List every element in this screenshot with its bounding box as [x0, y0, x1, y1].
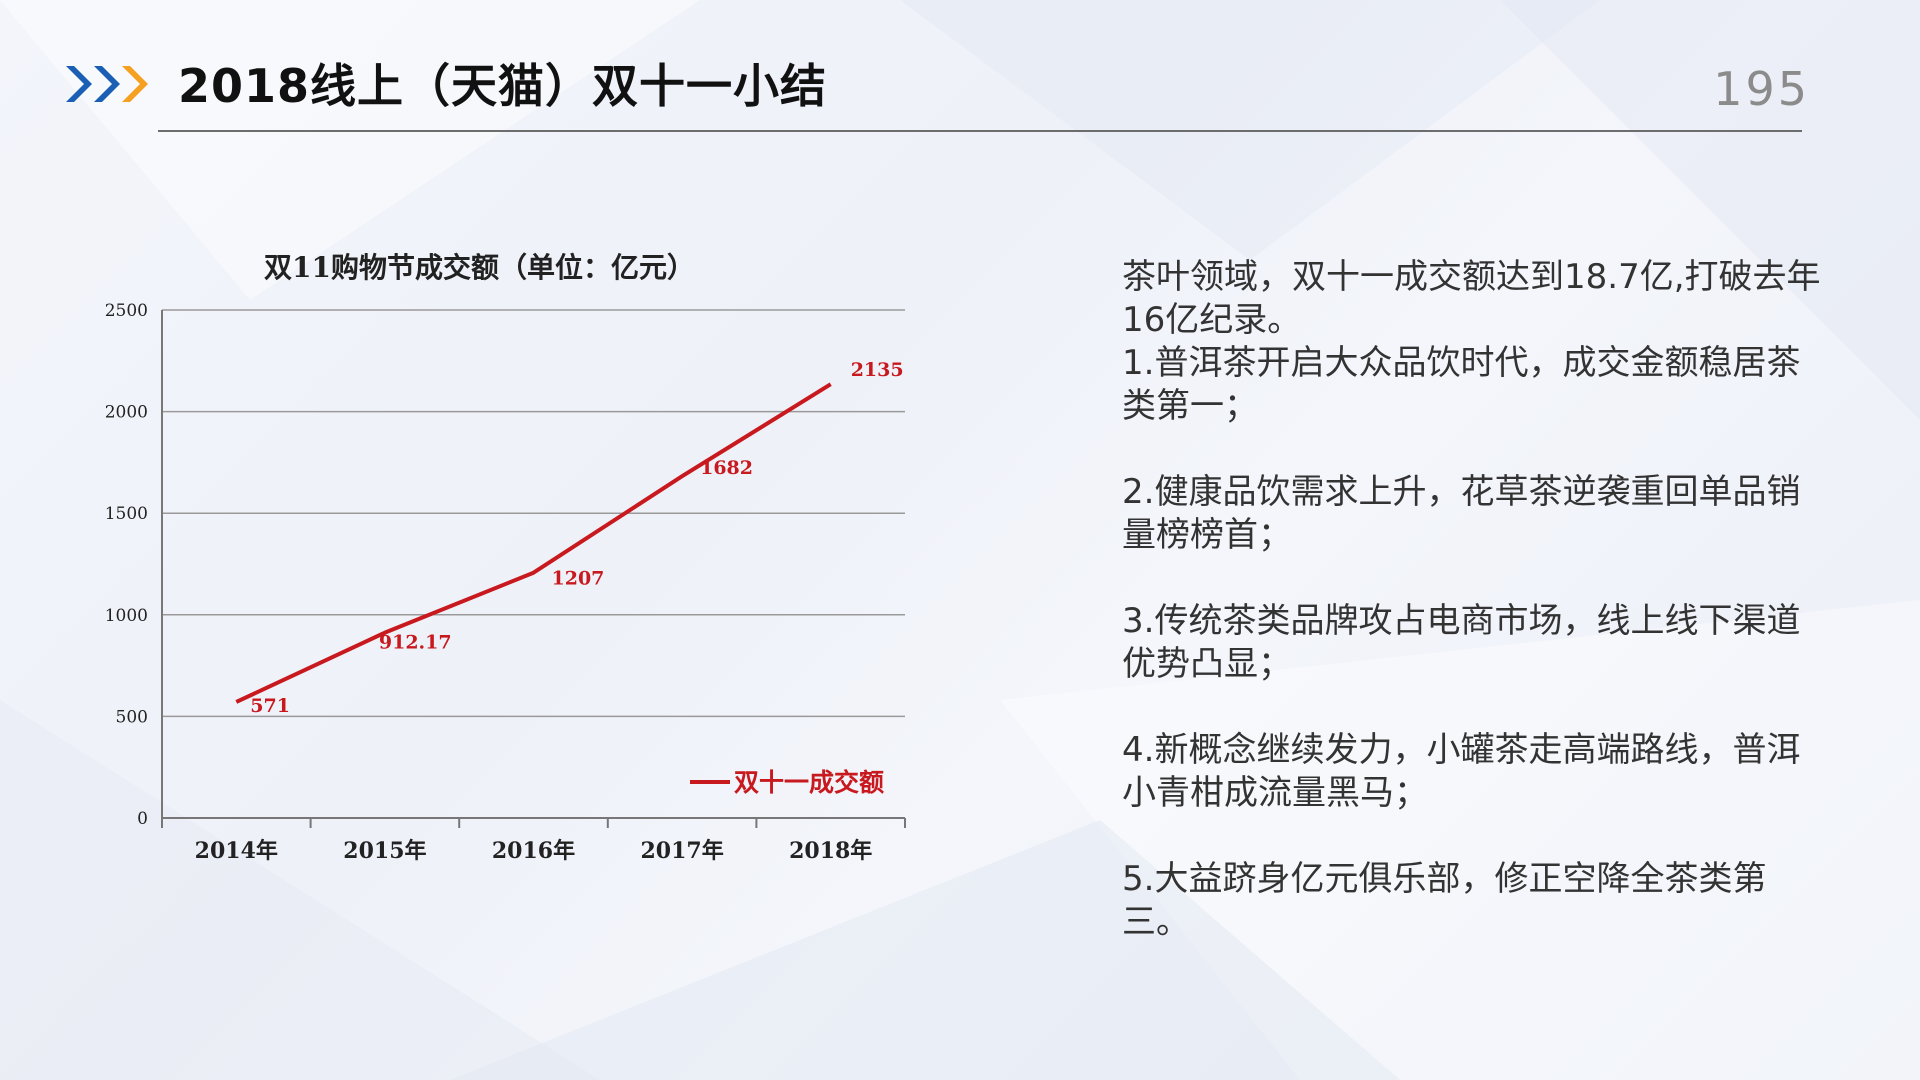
x-tick-label: 2016年 — [492, 838, 575, 864]
y-tick-label: 2500 — [105, 301, 148, 321]
page-title: 2018线上（天猫）双十一小结 — [178, 59, 828, 113]
chart-title: 双11购物节成交额（单位：亿元） — [264, 251, 695, 284]
summary-notes: 茶叶领域，双十一成交额达到18.7亿,打破去年16亿纪录。 1.普洱茶开启大众品… — [1122, 256, 1822, 944]
x-tick-label: 2014年 — [195, 838, 278, 864]
notes-item-3: 3.传统茶类品牌攻占电商市场，线上线下渠道优势凸显； — [1122, 601, 1801, 684]
chevron-arrows-icon — [66, 66, 148, 102]
y-tick-label: 0 — [137, 809, 148, 829]
y-tick-label: 500 — [116, 707, 148, 727]
header-divider — [158, 130, 1802, 132]
notes-item-2: 2.健康品饮需求上升，花草茶逆袭重回单品销量榜榜首； — [1122, 472, 1801, 555]
notes-item-4: 4.新概念继续发力，小罐茶走高端路线，普洱小青柑成流量黑马； — [1122, 730, 1801, 813]
data-label: 2135 — [851, 359, 904, 381]
y-tick-label: 1500 — [105, 504, 148, 524]
notes-item-1: 1.普洱茶开启大众品饮时代，成交金额稳居茶类第一； — [1122, 343, 1801, 426]
data-label: 571 — [250, 695, 290, 717]
data-label: 912.17 — [379, 632, 452, 654]
legend-label: 双十一成交额 — [734, 768, 884, 797]
x-tick-label: 2018年 — [789, 838, 872, 864]
x-tick-label: 2017年 — [640, 838, 723, 864]
data-label: 1682 — [700, 457, 753, 479]
y-tick-label: 1000 — [105, 606, 148, 626]
y-tick-label: 2000 — [105, 403, 148, 423]
x-tick-label: 2015年 — [343, 838, 426, 864]
page-number: 195 — [1713, 62, 1810, 116]
notes-intro: 茶叶领域，双十一成交额达到18.7亿,打破去年16亿纪录。 — [1122, 257, 1821, 340]
data-label: 1207 — [552, 568, 605, 590]
line-chart: 0 500 1000 1500 2000 2500 2014年 2015年 2016年 2017年… — [105, 301, 906, 864]
series-line — [235, 382, 832, 704]
notes-item-5: 5.大益跻身亿元俱乐部，修正空降全茶类第三。 — [1122, 859, 1767, 942]
